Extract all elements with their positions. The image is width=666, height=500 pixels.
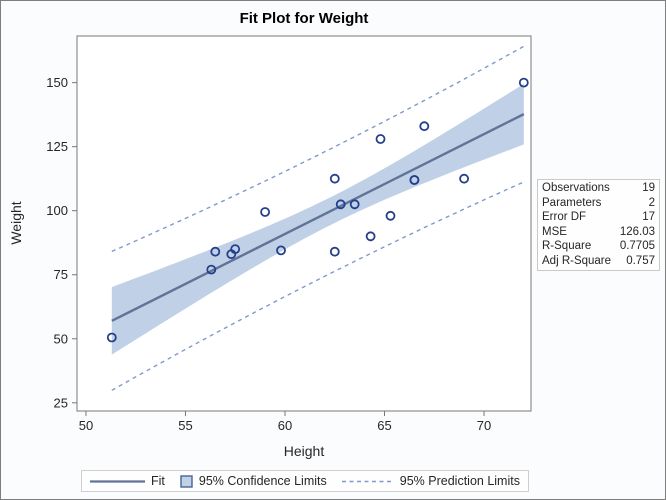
- legend-item-prediction: 95% Prediction Limits: [341, 474, 520, 488]
- scatter-point: [335, 199, 346, 210]
- y-tick-label: 50: [54, 331, 68, 346]
- legend-item-fit: Fit: [90, 474, 165, 488]
- scatter-point: [409, 175, 420, 185]
- stat-label: R-Square: [542, 240, 592, 253]
- y-tick-label: 150: [46, 75, 68, 90]
- x-tick-label: 65: [377, 418, 391, 433]
- stat-label: Error DF: [542, 211, 587, 224]
- plot-frame: [76, 35, 532, 412]
- scatter-point: [419, 121, 430, 132]
- x-tick-label: 60: [278, 418, 292, 433]
- scatter-point: [459, 173, 470, 184]
- x-tick-label: 55: [178, 418, 192, 433]
- stat-value: 2: [648, 196, 655, 209]
- stat-label: MSE: [542, 225, 567, 238]
- stat-value: 0.7705: [619, 240, 655, 253]
- stat-value: 17: [642, 211, 655, 224]
- confidence-box-swatch-icon: [180, 474, 193, 488]
- scatter-point: [230, 244, 241, 255]
- x-tick-label: 50: [79, 418, 93, 433]
- prediction-upper-line: [111, 45, 525, 253]
- chart-title: Fit Plot for Weight: [239, 10, 369, 27]
- x-tick-label: 70: [477, 418, 491, 433]
- stats-row: Observations 19: [542, 181, 655, 196]
- scatter-point: [106, 332, 117, 343]
- scatter-point: [349, 199, 360, 210]
- scatter-point: [518, 77, 529, 88]
- scatter-point: [210, 246, 221, 257]
- stat-value: 19: [642, 182, 655, 194]
- fit-statistics-box: Observations 19 Parameters 2 Error DF 17…: [537, 179, 660, 271]
- stat-label: Parameters: [542, 196, 602, 209]
- plot-legend: Fit 95% Confidence Limits 95% Prediction…: [81, 470, 529, 492]
- fit-line-swatch-icon: [90, 479, 146, 483]
- scatter-point: [206, 264, 217, 275]
- y-tick-label: 100: [46, 203, 68, 218]
- prediction-dash-swatch-icon: [341, 480, 394, 482]
- legend-label-confidence: 95% Confidence Limits: [198, 474, 327, 488]
- stat-value: 126.03: [619, 225, 655, 238]
- scatter-point: [329, 173, 340, 184]
- scatter-point: [276, 245, 286, 256]
- stat-label: Observations: [542, 182, 610, 194]
- stats-row: Parameters 2: [542, 196, 655, 211]
- stat-value: 0.757: [626, 254, 655, 267]
- scatter-point: [375, 134, 386, 144]
- stat-label: Adj R-Square: [542, 254, 612, 267]
- stats-row: R-Square 0.7705: [542, 239, 655, 254]
- x-axis-label: Height: [283, 443, 325, 459]
- y-tick-label: 25: [54, 395, 68, 410]
- stats-row: Adj R-Square 0.757: [542, 254, 655, 269]
- scatter-point: [365, 231, 376, 242]
- scatter-point: [329, 246, 340, 257]
- prediction-lower-line: [111, 181, 525, 391]
- confidence-band: [111, 83, 524, 355]
- scatter-point: [260, 207, 271, 217]
- legend-item-confidence: 95% Confidence Limits: [180, 474, 327, 488]
- confidence-swatch-rect: [180, 474, 193, 488]
- legend-label-prediction: 95% Prediction Limits: [399, 474, 520, 488]
- stats-row: MSE 126.03: [542, 225, 655, 240]
- y-tick-label: 125: [46, 139, 68, 154]
- legend-label-fit: Fit: [151, 474, 165, 488]
- scatter-point: [385, 210, 396, 221]
- y-tick-label: 75: [54, 267, 68, 282]
- stats-row: Error DF 17: [542, 210, 655, 225]
- fit-line: [111, 113, 525, 322]
- y-axis-label: Weight: [8, 201, 24, 245]
